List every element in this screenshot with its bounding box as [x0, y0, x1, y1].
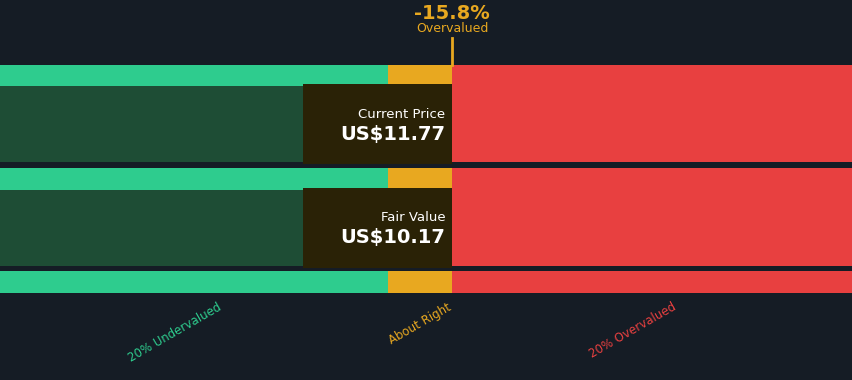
Text: US$11.77: US$11.77 — [340, 125, 445, 144]
Text: Fair Value: Fair Value — [380, 211, 445, 224]
Bar — [388, 65, 452, 86]
Text: About Right: About Right — [386, 301, 453, 347]
Text: 20% Overvalued: 20% Overvalued — [586, 301, 677, 361]
Bar — [0, 168, 388, 190]
Bar — [0, 271, 388, 293]
Bar — [388, 271, 452, 293]
Bar — [452, 190, 852, 266]
Bar — [452, 271, 852, 293]
Bar — [0, 86, 388, 162]
Bar — [302, 188, 452, 268]
Bar — [388, 190, 452, 266]
Bar — [388, 168, 452, 190]
Bar — [388, 86, 452, 162]
Text: Current Price: Current Price — [358, 108, 445, 121]
Bar — [302, 84, 452, 164]
Text: -15.8%: -15.8% — [414, 4, 489, 23]
Text: 20% Undervalued: 20% Undervalued — [125, 301, 223, 364]
Bar — [452, 65, 852, 86]
Bar — [452, 168, 852, 190]
Bar — [452, 86, 852, 162]
Text: Overvalued: Overvalued — [416, 22, 487, 35]
Bar — [0, 190, 388, 266]
Bar — [0, 65, 388, 86]
Text: US$10.17: US$10.17 — [340, 228, 445, 247]
